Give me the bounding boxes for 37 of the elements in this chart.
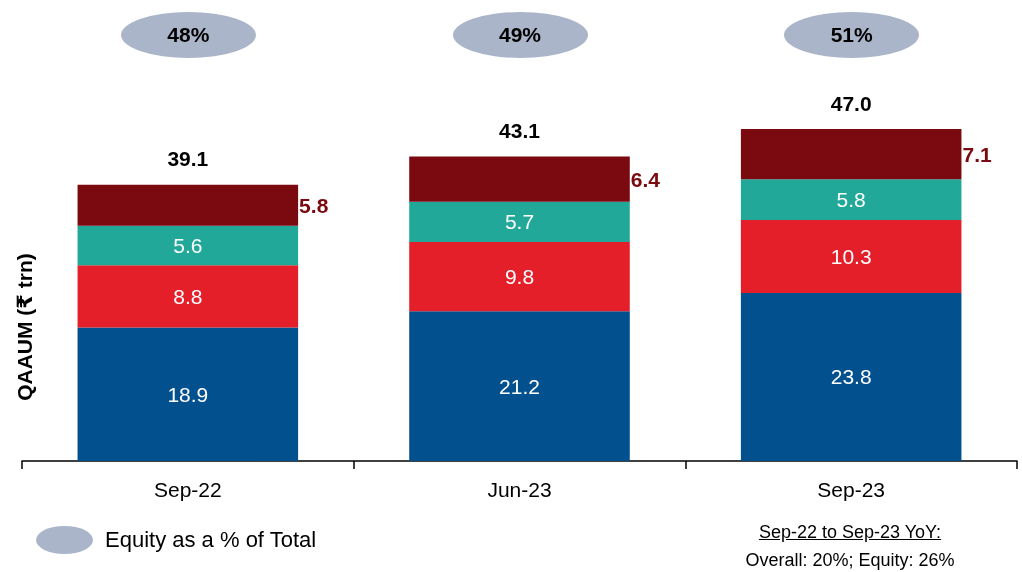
data-label: 9.8 — [504, 265, 535, 289]
data-label: 5.8 — [836, 188, 866, 212]
data-label: 5.7 — [504, 210, 535, 234]
y-axis-title: QAAUM (₹ trn) — [12, 253, 36, 401]
bar — [77, 265, 299, 328]
total-label: 39.1 — [167, 147, 209, 171]
bar — [77, 225, 299, 266]
text: 51% — [830, 23, 873, 46]
bar — [740, 220, 962, 293]
text: Equity as a % of Total — [105, 526, 317, 554]
x-tick-label: Jun-23 — [487, 478, 552, 501]
x-tick-label: Sep-23 — [817, 478, 886, 501]
data-label: 21.2 — [499, 374, 540, 398]
bar — [409, 311, 630, 461]
data-label: 8.8 — [173, 284, 203, 308]
bar — [740, 129, 962, 180]
text: 49% — [498, 23, 542, 46]
total-label: 47.0 — [830, 91, 872, 115]
bar — [409, 156, 630, 202]
text: Sep-22 to Sep-23 YoY: — [757, 521, 943, 544]
data-label: 6.4 — [630, 167, 661, 191]
data-label: 5.8 — [299, 193, 329, 217]
total-label: 43.1 — [499, 119, 541, 143]
data-label: 18.9 — [167, 382, 209, 406]
text: 48% — [167, 23, 210, 46]
bar — [77, 184, 299, 226]
data-label: 7.1 — [962, 142, 992, 166]
data-label: 5.6 — [173, 234, 203, 258]
bar — [740, 179, 962, 221]
bar — [409, 201, 630, 243]
x-tick-label: Sep-22 — [153, 478, 222, 501]
data-label: 10.3 — [830, 245, 872, 268]
bar — [409, 242, 630, 312]
bar — [740, 292, 962, 461]
data-label: 23.8 — [830, 365, 872, 389]
text: Overall: 20%; Equity: 26% — [744, 549, 956, 572]
bar — [77, 327, 299, 461]
